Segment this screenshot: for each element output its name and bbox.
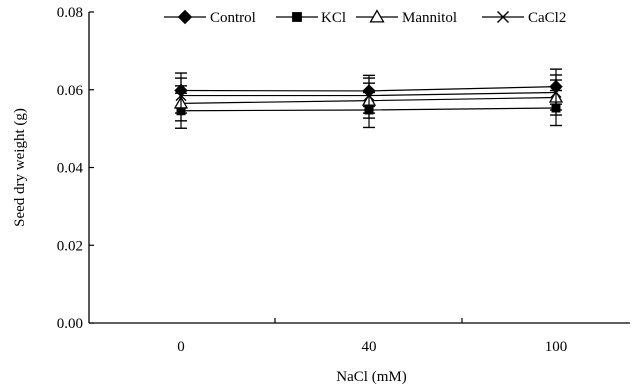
y-ticks: 0.00 0.02 0.04 0.06 0.08: [57, 5, 94, 332]
data-point: [175, 90, 187, 102]
legend: Control KCl Mannitol CaCl2: [164, 9, 566, 26]
y-tick-label: 0.00: [57, 316, 83, 332]
legend-marker: [292, 12, 302, 22]
legend-label: CaCl2: [528, 10, 566, 26]
legend-marker: [177, 9, 193, 25]
y-tick-label: 0.04: [57, 161, 84, 177]
legend-item-control: Control: [164, 9, 256, 26]
y-tick-label: 0.08: [57, 5, 83, 21]
legend-item-cacl2: CaCl2: [482, 10, 566, 26]
legend-marker: [369, 9, 385, 23]
x-tick-label: 0: [177, 339, 185, 355]
legend-label: Control: [210, 10, 256, 26]
y-axis-label: Seed dry weight (g): [12, 108, 28, 227]
data-point: [363, 90, 375, 102]
legend-label: KCl: [321, 10, 346, 26]
x-tick-label: 100: [545, 339, 568, 355]
data-point: [550, 86, 562, 98]
legend-marker: [497, 11, 509, 23]
series-cacl2: [175, 74, 562, 114]
y-tick-label: 0.02: [57, 238, 83, 254]
axes: [88, 12, 630, 324]
y-tick-label: 0.06: [57, 83, 84, 99]
legend-item-kcl: KCl: [276, 10, 346, 26]
x-axis-label: NaCl (mM): [336, 369, 406, 385]
x-ticks: 0 40 100: [177, 318, 567, 355]
legend-label: Mannitol: [402, 10, 457, 26]
x-tick-label: 40: [362, 339, 377, 355]
legend-item-mannitol: Mannitol: [356, 9, 457, 26]
plot-area: [173, 68, 564, 129]
